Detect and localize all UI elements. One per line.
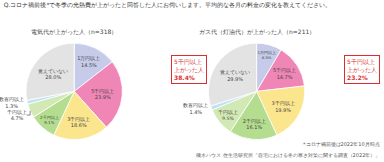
svg-text:千円以上4.7%: 千円以上4.7% <box>7 109 27 122</box>
svg-text:2千円以上16.1%: 2千円以上16.1% <box>243 118 266 130</box>
svg-text:3千円以上19.9%: 3千円以上19.9% <box>272 100 295 113</box>
svg-text:数百円以上1.4%: 数百円以上1.4% <box>183 102 208 115</box>
svg-text:5千円以上14.7%: 5千円以上14.7% <box>273 67 296 80</box>
svg-text:数百円以上1.3%: 数百円以上1.3% <box>0 96 24 109</box>
svg-text:*コロナ禍前後は2022年10月時点: *コロナ禍前後は2022年10月時点 <box>303 141 380 147</box>
svg-text:覚えていない29.9%: 覚えていない29.9% <box>220 69 250 82</box>
svg-text:5千円以上上がった人38.4%: 5千円以上上がった人38.4% <box>174 58 204 81</box>
svg-text:電気代が上がった人（n=318）: 電気代が上がった人（n=318） <box>31 28 117 36</box>
svg-text:3千円以上18.6%: 3千円以上18.6% <box>67 116 90 129</box>
svg-text:積水ハウス 住生活研究所「自宅における冬の寒さ対策に関する調: 積水ハウス 住生活研究所「自宅における冬の寒さ対策に関する調査（2022年）」 <box>196 152 380 158</box>
svg-text:Q.コロナ禍前後*で冬季の光熱費が上がったと回答した人にお伺: Q.コロナ禍前後*で冬季の光熱費が上がったと回答した人にお伺いします。平均的な各… <box>4 1 332 9</box>
svg-text:1万円以上8.5%: 1万円以上8.5% <box>257 50 275 60</box>
svg-text:ガス代（灯油代）が上がった人（n=211）: ガス代（灯油代）が上がった人（n=211） <box>199 28 315 36</box>
svg-text:5千円以上23.9%: 5千円以上23.9% <box>91 88 114 101</box>
svg-text:5千円以上上がった人23.2%: 5千円以上上がった人23.2% <box>347 58 377 81</box>
svg-text:千円以上9.5%: 千円以上9.5% <box>218 109 238 121</box>
svg-text:覚えていない28.0%: 覚えていない28.0% <box>38 68 68 81</box>
svg-text:1万円以上14.5%: 1万円以上14.5% <box>77 55 100 68</box>
svg-text:2千円以上9.1%: 2千円以上9.1% <box>40 115 59 125</box>
